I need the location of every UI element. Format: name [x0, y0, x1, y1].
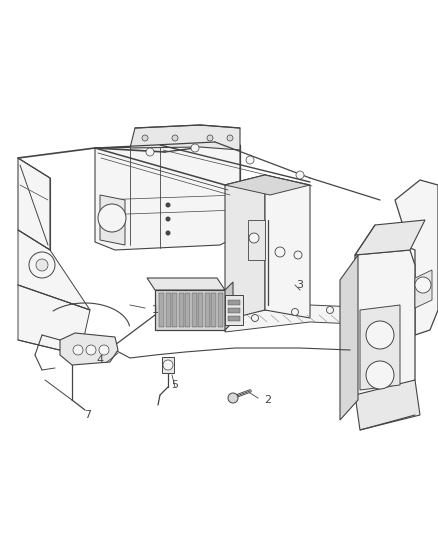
Circle shape [296, 171, 304, 179]
Polygon shape [185, 293, 190, 327]
Circle shape [99, 345, 109, 355]
Polygon shape [218, 293, 223, 327]
Circle shape [326, 306, 333, 313]
Polygon shape [155, 290, 225, 330]
Polygon shape [225, 305, 380, 332]
Polygon shape [225, 295, 243, 325]
Circle shape [294, 251, 302, 259]
Circle shape [98, 204, 126, 232]
Polygon shape [95, 145, 240, 250]
Circle shape [166, 230, 170, 236]
Polygon shape [147, 278, 225, 290]
Polygon shape [355, 220, 425, 255]
Polygon shape [198, 293, 203, 327]
Polygon shape [228, 300, 240, 305]
Polygon shape [340, 255, 358, 420]
Circle shape [227, 135, 233, 141]
Text: 7: 7 [85, 410, 92, 420]
Polygon shape [60, 333, 118, 365]
Polygon shape [395, 180, 438, 335]
Polygon shape [265, 175, 310, 318]
Circle shape [73, 345, 83, 355]
Circle shape [163, 360, 173, 370]
Polygon shape [130, 125, 240, 150]
Circle shape [251, 314, 258, 321]
Text: 3: 3 [297, 280, 304, 290]
Polygon shape [191, 293, 197, 327]
Circle shape [29, 252, 55, 278]
Circle shape [86, 345, 96, 355]
Polygon shape [360, 305, 400, 390]
Polygon shape [228, 308, 240, 313]
Text: 1: 1 [152, 305, 159, 315]
Circle shape [172, 135, 178, 141]
Polygon shape [225, 175, 265, 320]
Circle shape [292, 309, 299, 316]
Polygon shape [179, 293, 184, 327]
Polygon shape [18, 285, 90, 355]
Polygon shape [172, 293, 177, 327]
Circle shape [146, 148, 154, 156]
Polygon shape [162, 357, 174, 373]
Circle shape [275, 247, 285, 257]
Polygon shape [166, 293, 170, 327]
Polygon shape [211, 293, 216, 327]
Polygon shape [355, 380, 420, 430]
Text: 2: 2 [265, 395, 272, 405]
Polygon shape [205, 293, 209, 327]
Circle shape [366, 321, 394, 349]
Circle shape [249, 233, 259, 243]
Polygon shape [100, 195, 125, 245]
Polygon shape [248, 220, 265, 260]
Circle shape [246, 156, 254, 164]
Circle shape [228, 393, 238, 403]
Circle shape [366, 361, 394, 389]
Polygon shape [159, 293, 164, 327]
Polygon shape [355, 250, 415, 400]
Circle shape [415, 277, 431, 293]
Polygon shape [225, 282, 233, 330]
Circle shape [142, 135, 148, 141]
Circle shape [166, 203, 170, 207]
Circle shape [207, 135, 213, 141]
Polygon shape [18, 230, 90, 310]
Text: 5: 5 [172, 380, 179, 390]
Text: 4: 4 [96, 355, 103, 365]
Circle shape [166, 216, 170, 222]
Circle shape [191, 144, 199, 152]
Circle shape [36, 259, 48, 271]
Polygon shape [415, 270, 432, 308]
Polygon shape [228, 316, 240, 321]
Polygon shape [225, 175, 310, 195]
Polygon shape [18, 158, 50, 250]
